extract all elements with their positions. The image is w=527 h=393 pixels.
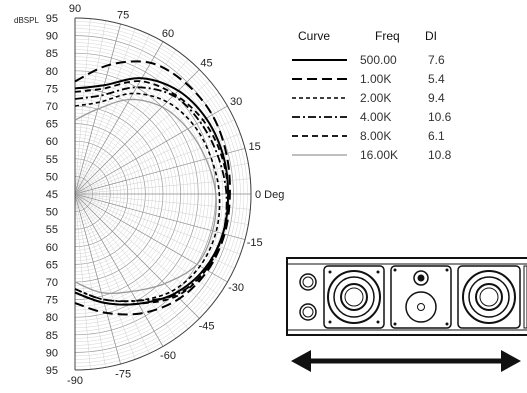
grid-spoke-minor [74,119,235,195]
legend-di: 5.4 [428,72,445,86]
grid-spoke-minor [74,18,91,195]
grid-spoke-major [74,193,121,365]
grid-spoke-minor [74,163,249,195]
radial-tick-label: 50 [46,171,58,183]
angle-tick-label: 15 [249,141,261,153]
angle-tick-label: -75 [115,369,131,381]
grid-spoke-major [74,193,200,319]
legend-freq: 8.00K [360,129,391,143]
legend-freq: 16.00K [360,148,398,162]
radial-unit-label: dBSPL [14,16,39,25]
grid-spoke-minor [74,193,177,339]
series-curve-8-00k [74,80,230,306]
radial-tick-label: 45 [46,189,58,201]
radial-tick-label: 55 [46,224,58,236]
grid-spoke-minor [74,92,220,195]
grid-spoke-minor [74,193,235,269]
grid-spoke-minor [74,193,249,225]
series-curves [74,60,231,316]
legend-di: 7.6 [428,53,445,67]
radial-tick-label: 65 [46,119,58,131]
grid-spoke-major [74,193,164,347]
legend-header: Freq [375,29,400,43]
angle-tick-label: 75 [117,9,129,21]
grid-spoke-major [74,148,246,195]
grid-spoke-minor [74,193,106,368]
radial-tick-label: 70 [46,277,58,289]
grid-spoke-minor [74,193,251,210]
polar-grid [74,17,252,371]
double-arrow-icon [291,350,521,372]
grid-spoke-minor [74,59,189,195]
grid-spoke-major [74,41,164,195]
legend-header: Curve [298,29,330,43]
angle-tick-label: 90 [69,3,81,15]
angle-tick-label: -90 [67,375,83,387]
radial-tick-label: 70 [46,101,58,113]
radial-tick-label: 95 [46,365,58,377]
legend-header: DI [425,29,437,43]
series-curve-1-00k [74,60,231,316]
legend-di: 6.1 [428,129,445,143]
grid-spoke-minor [74,193,150,354]
legend-di: 9.4 [428,91,445,105]
angle-tick-label: -30 [228,282,244,294]
series-curve-16-00k [74,98,217,295]
angle-zero-label: 0 Deg [255,189,284,201]
radial-tick-label: 85 [46,48,58,60]
radial-tick-label: 85 [46,330,58,342]
radial-tick-label: 55 [46,154,58,166]
grid-spoke-minor [74,193,189,329]
radial-tick-label: 90 [46,31,58,43]
grid-spoke-major [74,105,228,195]
legend-di: 10.6 [428,110,452,124]
radial-tick-label: 75 [46,83,58,95]
angle-tick-label: -15 [247,237,263,249]
angle-tick-label: -45 [199,321,215,333]
angle-tick-label: -60 [160,350,176,362]
legend: Curve Freq DI 500.00 7.6 1.00K 5.4 2.00K 9.4 4.00… [292,29,452,162]
radial-tick-label: 80 [46,312,58,324]
series-curve-4-00k [74,86,228,303]
legend-freq: 2.00K [360,91,391,105]
radial-tick-label: 75 [46,295,58,307]
angle-tick-label: 30 [230,96,242,108]
grid-spoke-minor [74,28,136,195]
radial-tick-label: 90 [46,347,58,359]
legend-freq: 500.00 [360,53,397,67]
speaker-array-icon [286,257,527,336]
radial-tick-label: 50 [46,207,58,219]
angle-tick-label: 60 [162,28,174,40]
grid-spoke-major [74,193,228,283]
legend-freq: 1.00K [360,72,391,86]
grid-spoke-minor [74,80,210,195]
angle-tick-label: 45 [200,57,212,69]
legend-di: 10.8 [428,148,452,162]
radial-tick-label: 80 [46,66,58,78]
legend-freq: 4.00K [360,110,391,124]
radial-tick-label: 60 [46,242,58,254]
grid-spoke-minor [74,193,136,360]
series-curve-2-00k [74,92,221,303]
grid-spoke-minor [74,20,106,195]
radial-tick-label: 65 [46,259,58,271]
grid-spoke-minor [74,49,177,195]
radial-tick-label: 60 [46,136,58,148]
grid-spoke-minor [74,193,91,370]
grid-spoke-major [74,193,246,240]
polar-boundary [74,17,252,371]
grid-spoke-minor [74,178,251,195]
radial-tick-label: 95 [46,13,58,25]
